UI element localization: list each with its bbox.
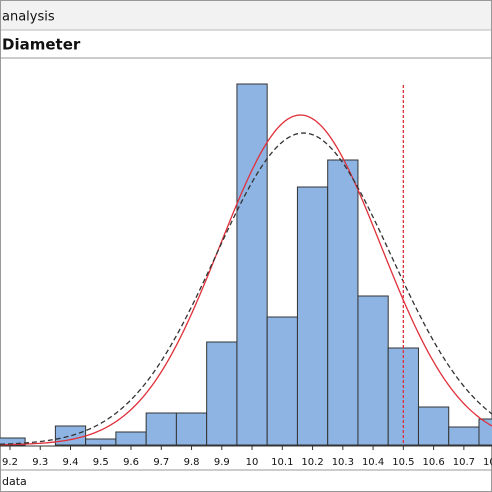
header-title: analysis — [2, 10, 55, 25]
x-tick-label: 9.5 — [93, 457, 109, 468]
x-tick-label: 9.6 — [123, 457, 139, 468]
x-tick-label: 10.1 — [271, 457, 293, 468]
x-tick-label: 10.3 — [332, 457, 354, 468]
bar — [417, 406, 450, 446]
fit-curve — [0, 114, 492, 446]
x-tick-label: 10 — [246, 457, 259, 468]
x-tick-label: 9.7 — [153, 457, 169, 468]
x-tick-label: 10.6 — [422, 457, 444, 468]
bar — [175, 412, 208, 446]
x-tick-label: 10.2 — [301, 457, 323, 468]
bar — [206, 341, 238, 446]
x-tick-label: 10.7 — [453, 457, 475, 468]
x-tick-label: 9.9 — [214, 457, 230, 468]
x-tick-label: 10.4 — [362, 457, 384, 468]
bar — [54, 425, 87, 446]
x-tick-label: 10.8 — [483, 457, 492, 468]
x-tick-label: 9.4 — [63, 457, 79, 468]
bar — [296, 186, 329, 446]
bar — [266, 316, 298, 446]
x-tick-label: 9.2 — [2, 457, 18, 468]
x-tick-label: 9.8 — [184, 457, 200, 468]
bar — [357, 295, 389, 446]
bar — [85, 438, 117, 446]
bar — [145, 412, 177, 446]
fit-curve — [0, 132, 492, 445]
bar — [115, 431, 147, 446]
header-subtitle: Diameter — [2, 36, 81, 54]
bar — [448, 426, 480, 446]
footer-note: data — [2, 475, 27, 488]
header-bar — [0, 0, 492, 30]
x-tick-label: 9.3 — [32, 457, 48, 468]
bar — [478, 418, 492, 446]
x-tick-label: 10.5 — [392, 457, 414, 468]
bar — [327, 159, 359, 446]
bar — [236, 83, 268, 446]
